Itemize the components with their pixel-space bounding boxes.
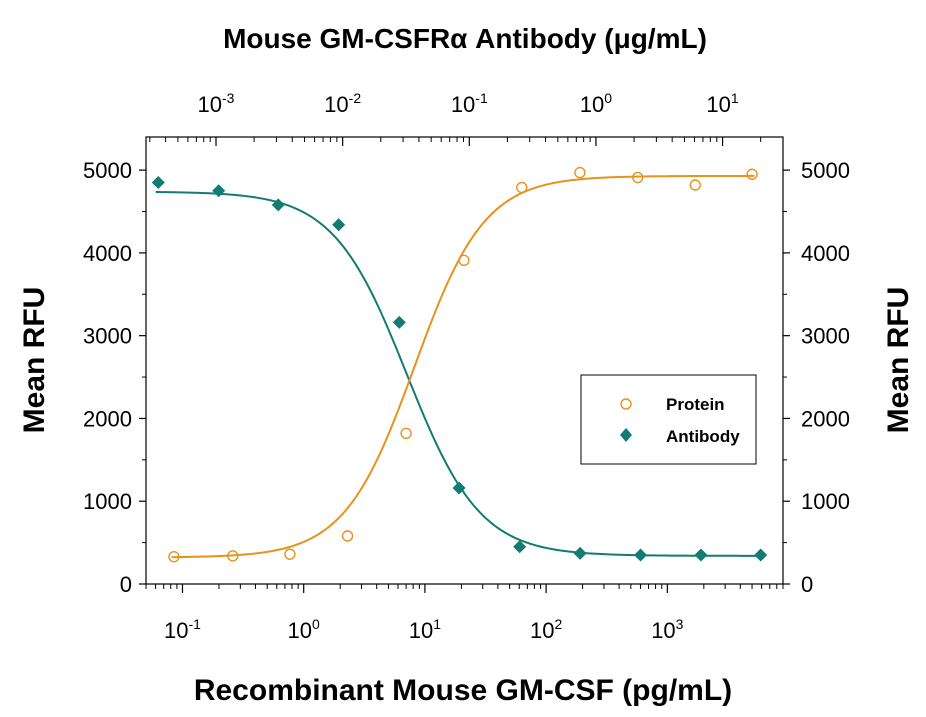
antibody-point (754, 548, 768, 562)
x2-tick-label: 100 (580, 90, 612, 117)
y-tick-label: 3000 (83, 324, 132, 349)
y-tick-label: 4000 (83, 241, 132, 266)
legend: Protein Antibody (580, 374, 757, 465)
y-tick-label: 2000 (83, 406, 132, 431)
antibody-point (694, 548, 708, 562)
x-tick-label: 102 (530, 616, 562, 643)
protein-point (341, 530, 354, 542)
y2-tick-label: 1000 (801, 489, 850, 514)
chart-title: Mouse GM-CSFRα Antibody (μg/mL) (223, 23, 707, 54)
protein-point (746, 168, 758, 180)
legend-protein-marker (620, 398, 632, 410)
protein-point (516, 181, 528, 194)
protein-point (689, 179, 701, 191)
y2-tick-label: 0 (801, 572, 813, 597)
protein-point (400, 427, 412, 440)
x2-tick-label: 10-1 (451, 90, 488, 117)
x-tick-label: 101 (409, 616, 441, 643)
x-tick-label: 103 (651, 616, 683, 643)
antibody-point (452, 481, 466, 495)
antibody-point (573, 546, 587, 560)
x-tick-label: 10-1 (164, 616, 201, 643)
antibody-fit-curve (155, 191, 764, 557)
y-tick-label: 0 (120, 572, 132, 597)
antibody-point (332, 218, 346, 232)
plot-frame (145, 136, 784, 585)
protein-point (458, 254, 470, 267)
x2-tick-label: 10-2 (324, 90, 361, 117)
bottom-axis-ticks: 10-1 100 101 102 103 (145, 584, 784, 643)
legend-protein-label: Protein (666, 395, 725, 414)
protein-point (574, 166, 586, 179)
data-points (151, 166, 768, 563)
y-tick-label: 5000 (83, 158, 132, 183)
x-axis-label: Recombinant Mouse GM-CSF (pg/mL) (194, 674, 732, 707)
antibody-point (513, 540, 527, 554)
antibody-point (151, 176, 165, 190)
x-tick-label: 100 (288, 616, 320, 643)
top-axis-ticks: 10-3 10-2 10-1 100 101 (149, 90, 784, 146)
antibody-point (212, 184, 226, 198)
y-tick-label: 1000 (83, 489, 132, 514)
antibody-point (392, 315, 406, 329)
antibody-point (271, 198, 285, 212)
protein-point (632, 171, 644, 184)
y2-tick-label: 3000 (801, 324, 850, 349)
protein-point (227, 550, 239, 562)
legend-antibody-label: Antibody (666, 427, 740, 446)
right-axis-ticks: 0 1000 2000 3000 4000 5000 (783, 158, 850, 597)
legend-box (580, 374, 757, 465)
x2-tick-label: 101 (706, 90, 738, 117)
y2-axis-label: Mean RFU (882, 287, 915, 434)
y2-tick-label: 5000 (801, 158, 850, 183)
y-axis-label: Mean RFU (18, 287, 51, 434)
protein-fit-curve (171, 174, 755, 559)
legend-antibody-marker (620, 428, 632, 442)
left-axis-ticks: 0 1000 2000 3000 4000 5000 (83, 158, 146, 597)
y2-tick-label: 4000 (801, 241, 850, 266)
x2-tick-label: 10-3 (198, 90, 235, 117)
protein-point (168, 550, 180, 563)
protein-point (284, 548, 296, 560)
y2-tick-label: 2000 (801, 406, 850, 431)
antibody-point (634, 548, 648, 562)
